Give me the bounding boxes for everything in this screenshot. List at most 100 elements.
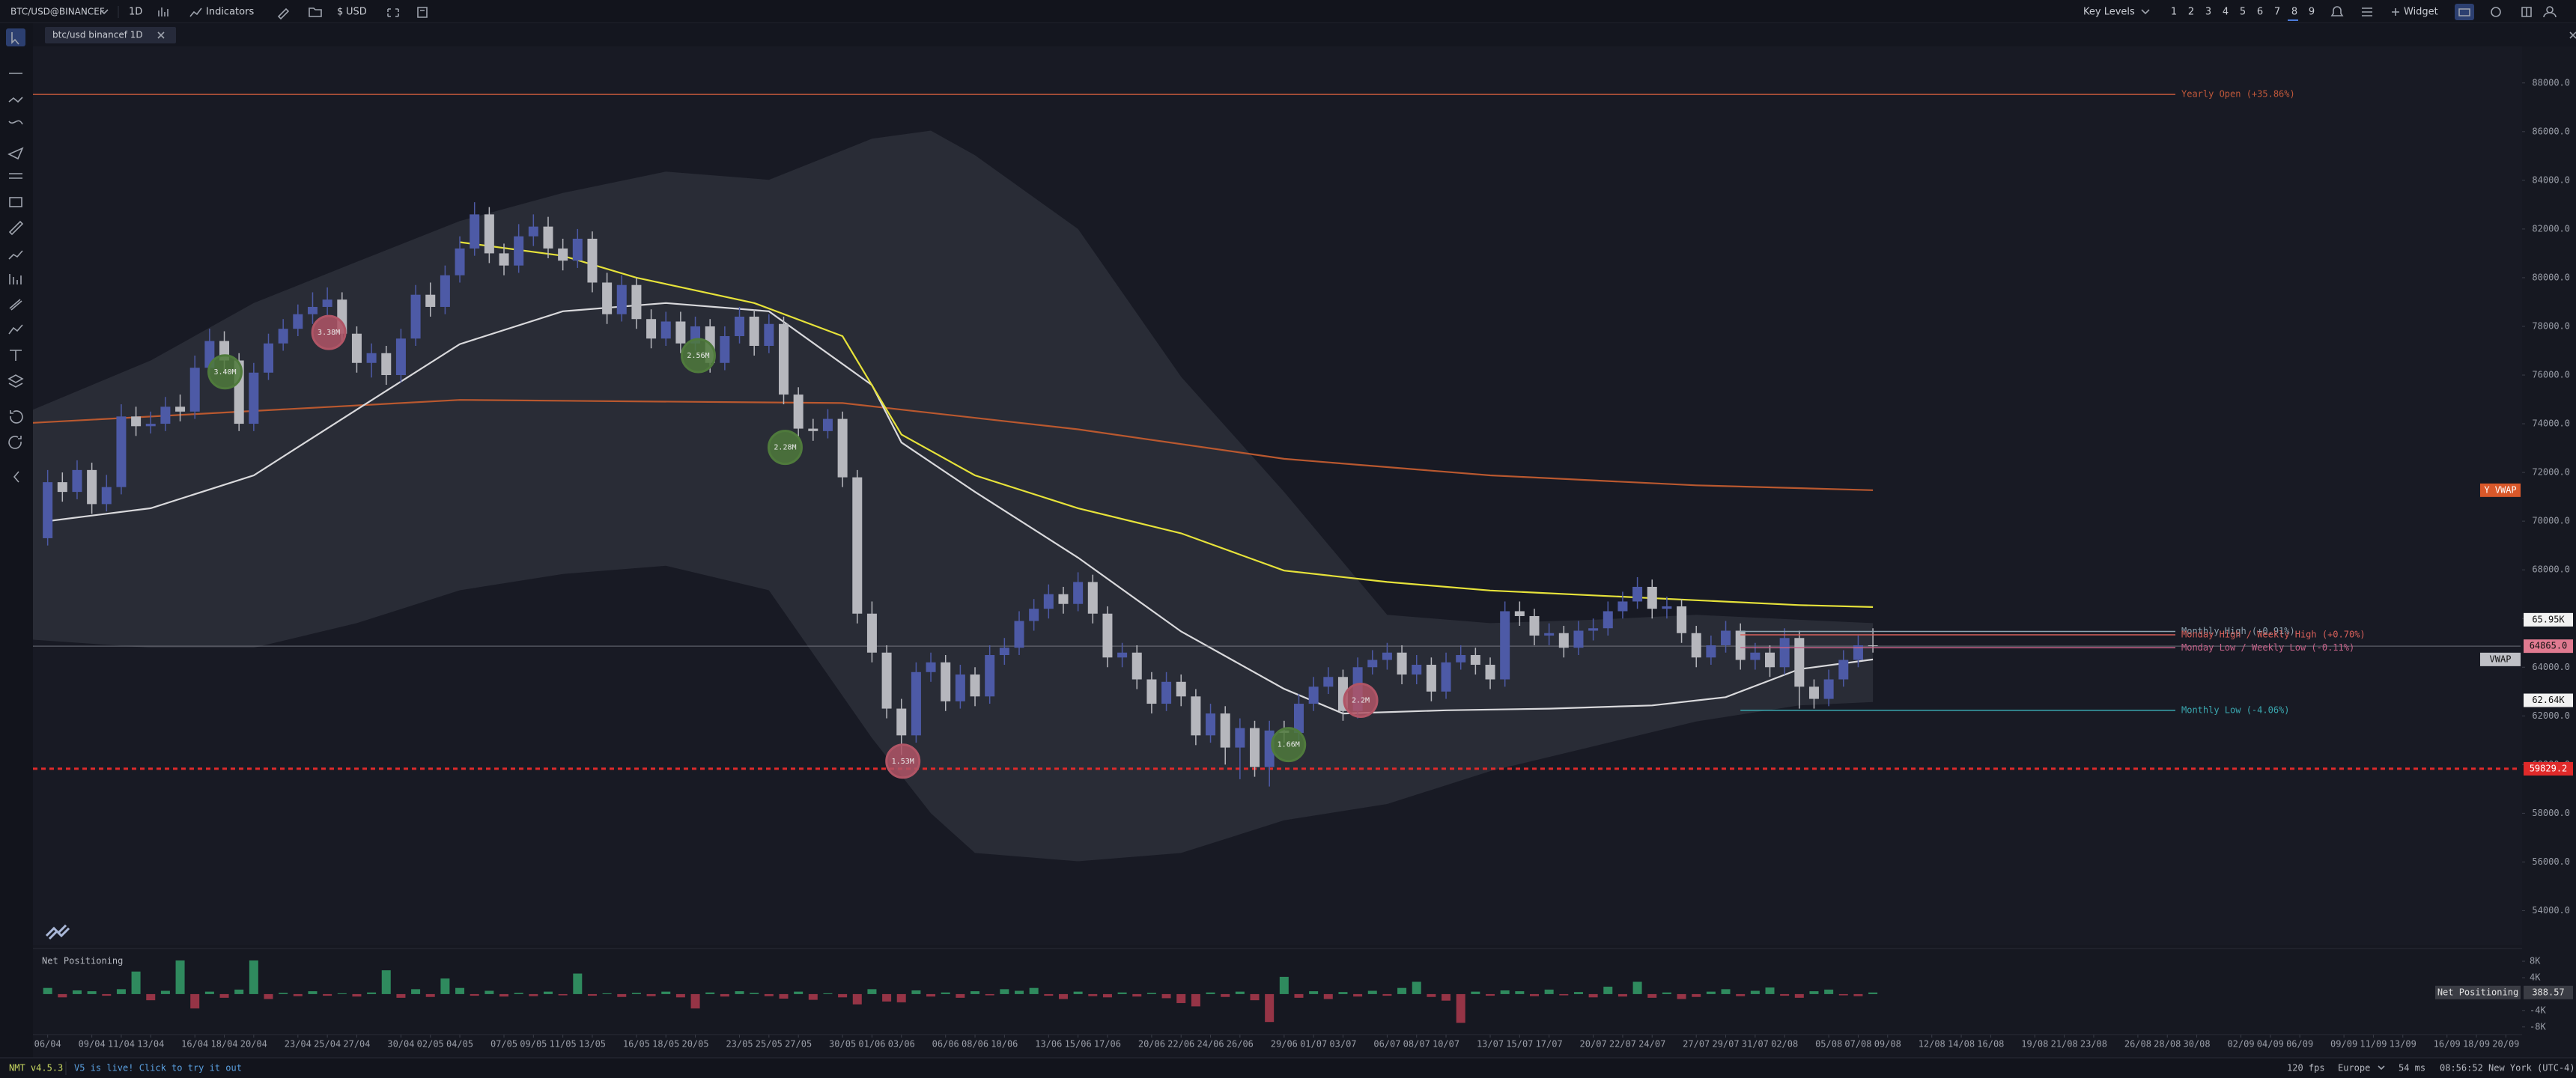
candle-body bbox=[749, 316, 759, 346]
layout-icon[interactable] bbox=[2521, 7, 2532, 17]
candle-body bbox=[1043, 594, 1054, 609]
alerts-icon[interactable] bbox=[2330, 6, 2344, 16]
widget-plus-icon[interactable] bbox=[2392, 8, 2399, 16]
net-bar bbox=[794, 991, 804, 994]
symbol[interactable]: BTC/USD@BINANCEF bbox=[10, 7, 105, 17]
region[interactable]: Europe bbox=[2338, 1063, 2370, 1074]
save-icon[interactable] bbox=[417, 7, 428, 18]
tab-title[interactable]: btc/usd binancef 1D bbox=[52, 30, 143, 40]
net-bar bbox=[381, 970, 391, 994]
brush-tool[interactable] bbox=[8, 220, 24, 236]
undo-tool[interactable] bbox=[10, 410, 23, 424]
tab-close[interactable] bbox=[157, 31, 165, 39]
net-bar bbox=[896, 993, 906, 1002]
candle-body bbox=[1146, 679, 1157, 704]
layout-button[interactable]: 7 bbox=[2274, 7, 2280, 18]
x-tick-label: 20/04 bbox=[240, 1039, 267, 1050]
cursor-tool[interactable] bbox=[11, 32, 19, 45]
layout-button[interactable]: 8 bbox=[2291, 7, 2297, 18]
candle-body bbox=[425, 294, 436, 307]
price-tag-label: VWAP bbox=[2490, 654, 2512, 664]
net-bar bbox=[1309, 991, 1319, 994]
net-bar bbox=[279, 993, 288, 994]
trend-tool[interactable] bbox=[8, 97, 23, 103]
x-tick-label: 17/06 bbox=[1094, 1039, 1121, 1050]
x-tick-label: 28/08 bbox=[2154, 1039, 2181, 1050]
net-bar bbox=[1692, 993, 1701, 997]
currency-symbol[interactable]: $ bbox=[337, 7, 343, 18]
layout-button[interactable]: 9 bbox=[2309, 7, 2315, 18]
net-bar bbox=[1617, 993, 1627, 997]
widget[interactable]: Widget bbox=[2404, 7, 2438, 18]
price-tag-label: 64865.0 bbox=[2530, 641, 2568, 651]
net-bar bbox=[926, 993, 936, 997]
rectangle-tool[interactable] bbox=[9, 197, 22, 207]
net-bar bbox=[1294, 993, 1304, 998]
candle-body bbox=[1117, 652, 1128, 658]
layers-tool[interactable] bbox=[7, 374, 24, 388]
candle-body bbox=[1603, 611, 1613, 629]
x-tick-label: 16/04 bbox=[181, 1039, 208, 1050]
list-icon[interactable] bbox=[2362, 7, 2372, 16]
layout-button[interactable]: 4 bbox=[2223, 7, 2229, 18]
ruler-tool[interactable] bbox=[9, 299, 22, 311]
net-bar bbox=[1515, 991, 1525, 994]
currency[interactable]: USD bbox=[346, 7, 367, 18]
indicators[interactable]: Indicators bbox=[206, 7, 254, 18]
fullscreen-icon[interactable] bbox=[387, 8, 399, 17]
trade-marker-label: 1.66M bbox=[1278, 741, 1300, 749]
indicators-icon[interactable] bbox=[189, 7, 202, 17]
curve-tool[interactable] bbox=[8, 120, 23, 125]
settings-icon[interactable] bbox=[2491, 7, 2501, 17]
region-chevron[interactable] bbox=[2378, 1065, 2385, 1071]
x-tick-label: 11/04 bbox=[108, 1039, 135, 1050]
forecast-tool[interactable] bbox=[8, 324, 23, 335]
net-bar bbox=[219, 993, 229, 998]
net-bar bbox=[1736, 993, 1746, 996]
collapse-toolbar[interactable] bbox=[13, 471, 19, 483]
x-tick-label: 20/07 bbox=[1580, 1039, 1607, 1050]
symbol-chevron[interactable] bbox=[100, 9, 109, 15]
x-tick-label: 02/09 bbox=[2227, 1039, 2254, 1050]
key-levels-chevron[interactable] bbox=[2141, 9, 2150, 15]
arrow-tool[interactable] bbox=[7, 147, 24, 160]
chart-type-icon[interactable] bbox=[158, 7, 168, 16]
projection-tool[interactable] bbox=[8, 250, 23, 260]
x-tick-label: 11/05 bbox=[550, 1039, 577, 1050]
candle-body bbox=[43, 482, 53, 538]
measure-tool[interactable] bbox=[9, 274, 22, 284]
camera-icon[interactable] bbox=[2458, 8, 2470, 16]
candle-body bbox=[1206, 713, 1216, 736]
net-bar bbox=[529, 993, 538, 996]
interval[interactable]: 1D bbox=[129, 7, 142, 18]
candle-body bbox=[543, 226, 553, 249]
cursor-tool-active[interactable] bbox=[6, 28, 25, 46]
folder-icon[interactable] bbox=[309, 7, 322, 17]
channel-tool[interactable] bbox=[9, 173, 22, 179]
key-levels[interactable]: Key Levels bbox=[2083, 7, 2135, 18]
layout-button[interactable]: 6 bbox=[2257, 7, 2263, 18]
net-tag-value: 388.57 bbox=[2532, 987, 2564, 997]
net-bar bbox=[764, 993, 774, 996]
tab[interactable] bbox=[45, 27, 176, 43]
window-close[interactable] bbox=[2569, 31, 2576, 39]
redo-tool[interactable] bbox=[8, 436, 22, 449]
x-tick-label: 07/05 bbox=[490, 1039, 517, 1050]
layout-button[interactable]: 3 bbox=[2205, 7, 2211, 18]
candle-body bbox=[410, 294, 421, 339]
net-bar bbox=[1573, 992, 1583, 994]
net-bar bbox=[499, 993, 509, 997]
text-tool[interactable] bbox=[10, 350, 22, 361]
candle-body bbox=[1558, 633, 1569, 648]
y-tick-label: 74000.0 bbox=[2532, 418, 2570, 429]
announcement[interactable]: V5 is live! Click to try it out bbox=[74, 1063, 242, 1074]
layout-button[interactable]: 2 bbox=[2188, 7, 2194, 18]
user-icon-body[interactable] bbox=[2543, 12, 2557, 18]
screenshot-button[interactable] bbox=[2455, 4, 2474, 20]
net-bar bbox=[838, 993, 848, 998]
layout-button[interactable]: 1 bbox=[2171, 7, 2177, 18]
layout-button[interactable]: 5 bbox=[2240, 7, 2246, 18]
net-bar bbox=[43, 987, 52, 994]
draw-icon[interactable] bbox=[277, 7, 290, 20]
